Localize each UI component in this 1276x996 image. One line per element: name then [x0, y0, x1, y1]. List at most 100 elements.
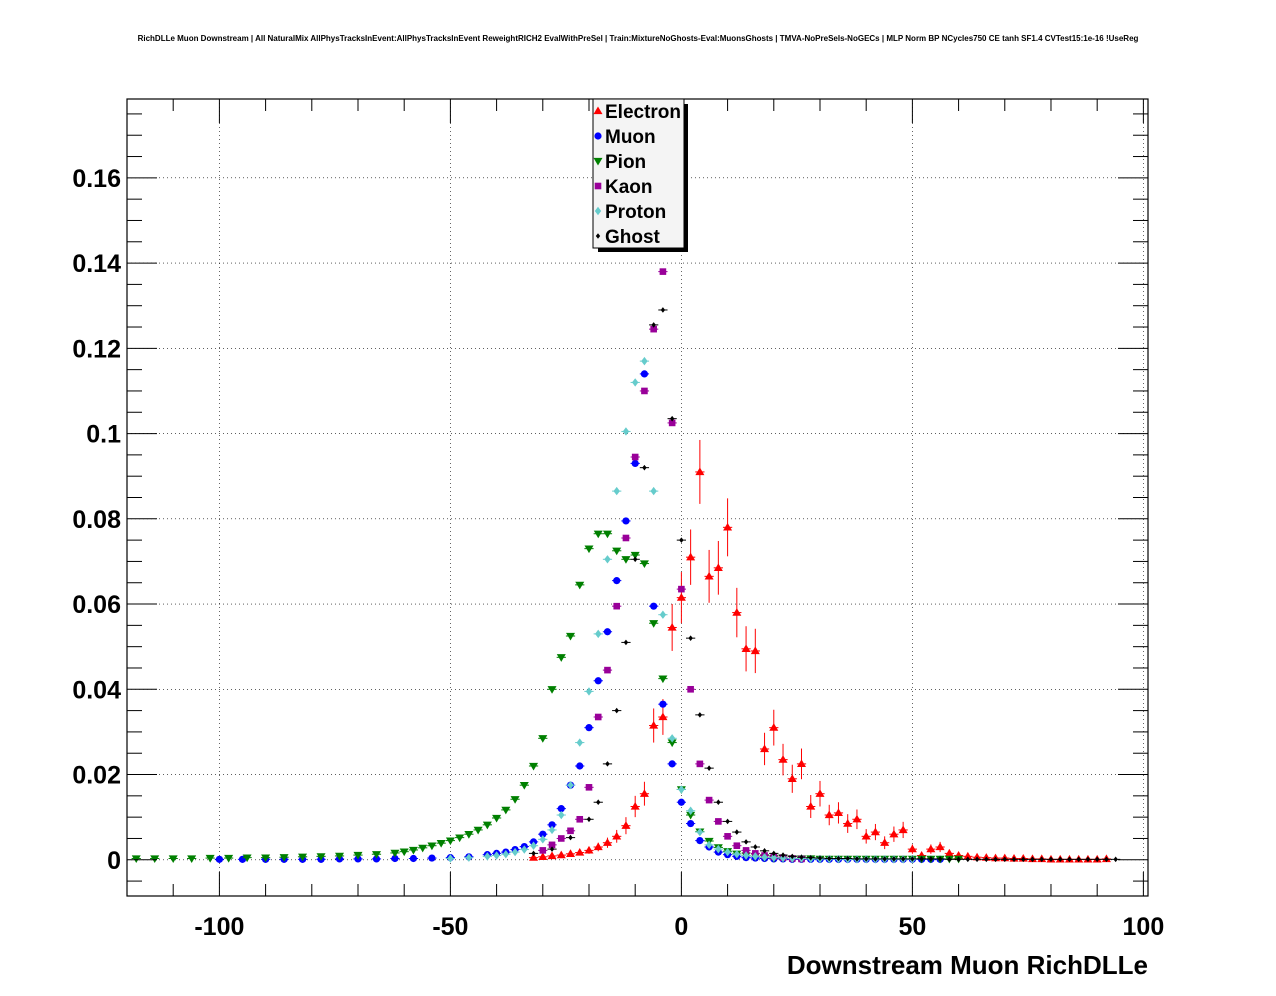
data-point — [743, 839, 749, 845]
data-point — [593, 530, 603, 539]
data-point — [455, 834, 465, 843]
data-point — [464, 831, 474, 839]
data-point — [1094, 856, 1100, 863]
data-point — [750, 646, 760, 655]
data-point — [649, 620, 659, 628]
data-point — [538, 852, 548, 860]
data-point — [510, 796, 520, 804]
data-point — [870, 827, 880, 836]
data-point — [631, 378, 639, 387]
data-point — [724, 833, 731, 840]
data-point — [659, 610, 667, 619]
data-point — [585, 724, 593, 732]
data-point — [613, 486, 620, 496]
data-point — [1002, 856, 1007, 863]
data-point — [659, 268, 667, 275]
data-point — [769, 723, 779, 731]
data-point — [889, 829, 899, 838]
data-point — [705, 796, 713, 804]
data-point — [861, 831, 871, 840]
data-point — [473, 826, 483, 835]
legend-label: Ghost — [605, 227, 661, 248]
data-point — [723, 522, 733, 531]
data-point — [465, 853, 473, 862]
data-point — [502, 850, 510, 859]
data-point — [732, 608, 742, 616]
data-point — [631, 459, 639, 468]
data-point — [621, 556, 631, 564]
data-point — [501, 806, 511, 815]
data-point — [1067, 856, 1072, 863]
y-tick-label: 0.02 — [72, 762, 121, 790]
data-point — [833, 808, 843, 817]
data-point — [298, 853, 308, 862]
data-point — [715, 818, 722, 825]
axis-ticks — [126, 99, 1148, 896]
data-point — [1085, 856, 1091, 863]
data-point — [910, 856, 915, 862]
data-point — [418, 844, 428, 853]
data-point — [316, 853, 326, 861]
legend-marker — [593, 106, 603, 115]
data-point — [391, 854, 399, 863]
data-point — [539, 830, 547, 838]
data-point — [605, 761, 610, 767]
data-point — [613, 577, 621, 585]
data-point — [742, 851, 750, 860]
data-point — [602, 838, 612, 846]
data-point — [679, 537, 684, 543]
data-point — [584, 845, 594, 854]
data-point — [566, 849, 576, 857]
data-point — [1021, 856, 1026, 863]
x-tick-labels: -100 -50 0 50 100 — [194, 913, 1164, 941]
legend-marker — [595, 233, 601, 239]
legend-label: Electron — [605, 102, 681, 123]
data-point — [900, 856, 906, 862]
data-point — [668, 734, 676, 743]
data-point — [817, 855, 823, 861]
data-point — [668, 760, 676, 768]
data-point — [716, 799, 721, 806]
data-point — [612, 831, 622, 840]
legend-label: Kaon — [605, 177, 653, 198]
data-point — [614, 707, 619, 714]
data-point — [779, 853, 787, 863]
data-point — [436, 840, 446, 848]
data-point — [935, 842, 945, 851]
data-point — [733, 842, 741, 850]
data-point — [660, 307, 666, 313]
data-point — [539, 835, 546, 844]
data-point — [1048, 856, 1054, 863]
data-point — [898, 825, 908, 834]
data-point — [770, 853, 777, 862]
data-point — [651, 322, 656, 328]
data-point — [205, 854, 215, 863]
data-point — [715, 844, 722, 854]
data-point — [845, 855, 850, 862]
data-point — [622, 517, 630, 525]
data-point — [547, 851, 557, 860]
data-point — [771, 850, 776, 857]
chart-title: RichDLLe Muon Downstream | All NaturalMi… — [137, 34, 1139, 43]
data-point — [797, 759, 807, 768]
data-point — [585, 687, 593, 696]
y-tick-label: 0.1 — [86, 421, 121, 449]
data-point — [548, 821, 556, 829]
y-tick-label: 0 — [107, 847, 121, 875]
data-point — [279, 854, 289, 862]
data-point — [566, 632, 576, 641]
data-point — [734, 829, 740, 835]
data-point — [677, 798, 685, 806]
data-point — [447, 854, 454, 863]
data-point — [806, 801, 816, 810]
data-point — [762, 848, 767, 854]
data-point — [428, 854, 436, 862]
data-point — [557, 835, 565, 842]
data-point — [1113, 856, 1118, 863]
y-tick-label: 0.06 — [72, 591, 121, 619]
data-point — [1076, 856, 1081, 863]
data-point — [668, 419, 676, 427]
legend: Electron Muon Pion Kaon Proton Ghost — [592, 98, 688, 252]
data-point — [882, 856, 887, 862]
data-point — [594, 677, 602, 685]
